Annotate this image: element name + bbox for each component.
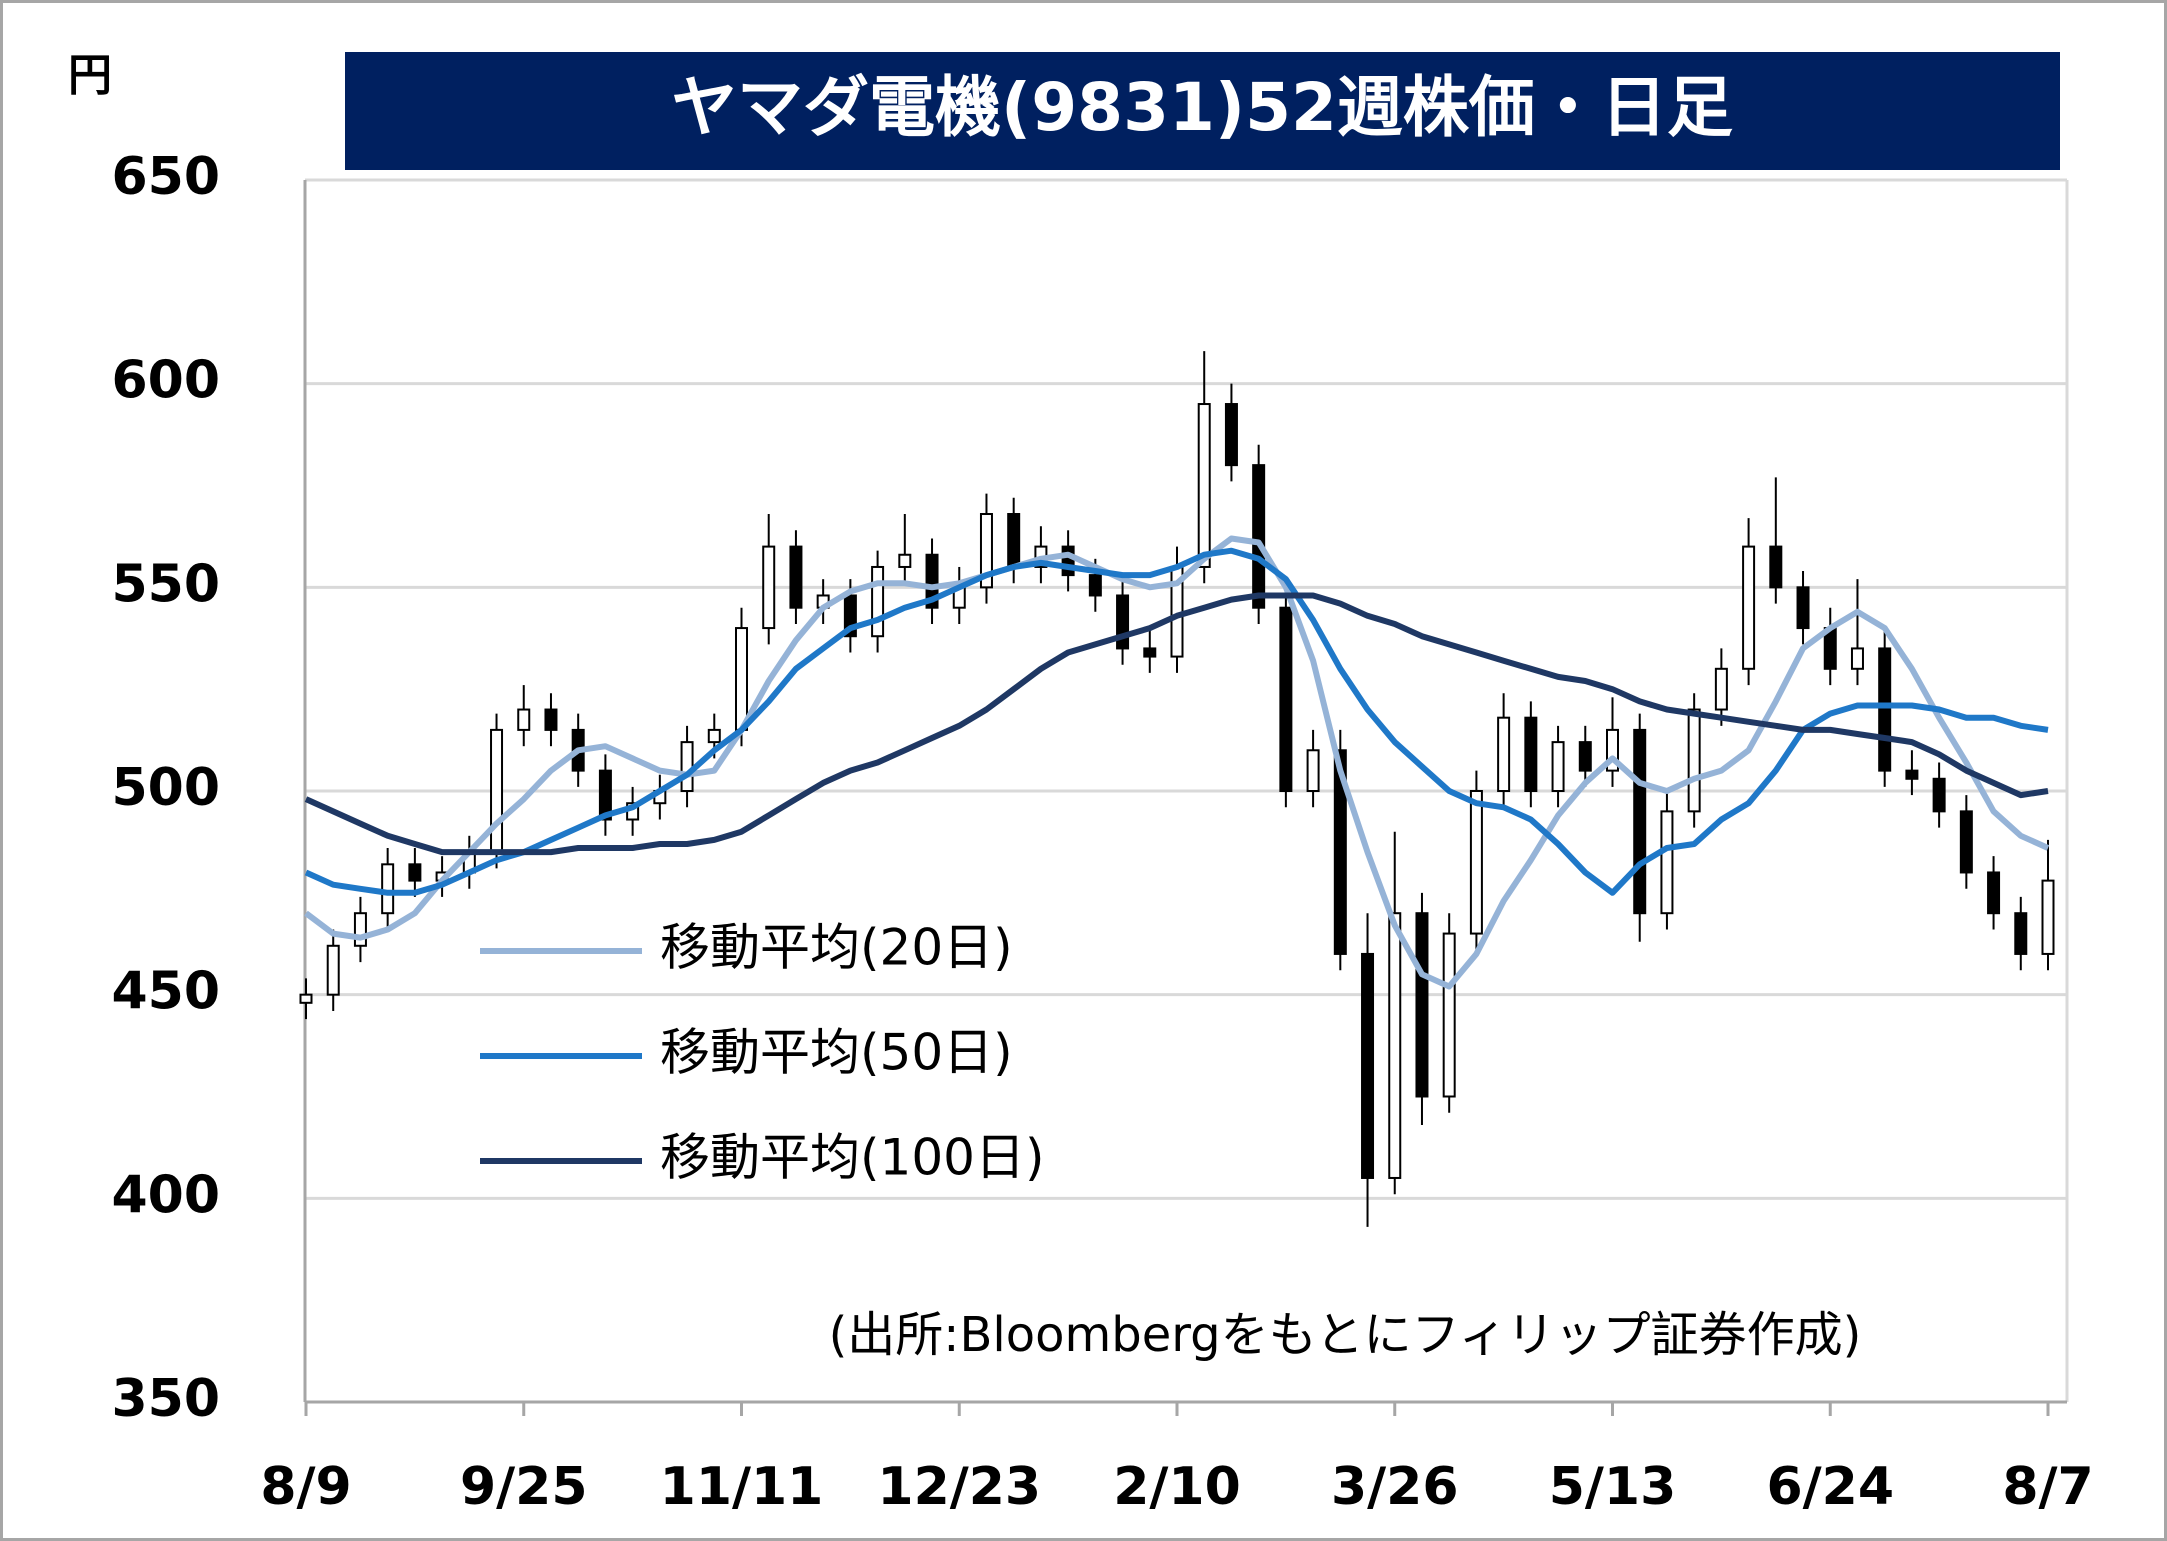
candle-body [490,728,504,854]
legend-label: 移動平均(100日) [660,1129,1044,1187]
candle-body [979,513,993,589]
candle-body [353,912,367,947]
candle-body [735,627,748,731]
candle-body [1116,594,1130,650]
legend-label: 移動平均(50日) [660,1024,1013,1082]
candle-body [1088,574,1102,597]
candle-body [408,863,422,882]
candle-body [2014,912,2028,955]
candle-body [1252,464,1266,609]
x-tick-label: 12/23 [877,1457,1041,1517]
y-tick-label: 350 [111,1369,220,1429]
candle-body [2041,879,2055,955]
candle-body [1769,545,1783,589]
grid [305,178,2067,1404]
candle-body [544,708,558,731]
x-tick-label: 3/26 [1331,1457,1459,1517]
chart-title: ヤマダ電機(9831)52週株価・日足 [671,69,1733,146]
candle-body [299,993,313,1004]
candle-body [1742,545,1756,670]
candle-body [1279,606,1293,793]
moving-average-line [304,547,2049,896]
candle-body [1469,790,1483,935]
y-tick-label: 450 [111,962,220,1022]
candle-body [707,728,721,744]
candle-body [1987,871,2001,915]
y-tick-label: 600 [111,351,220,411]
y-unit: 円 [68,50,112,101]
candle-body [1306,749,1320,792]
candle-body [898,553,912,568]
candle-body [1796,586,1810,630]
candle-body [680,741,694,792]
candle-body [1361,952,1375,1179]
x-tick-label: 6/24 [1766,1457,1894,1517]
candle-body [1578,741,1592,772]
candle-body [1415,912,1429,1098]
x-tick-label: 11/11 [660,1457,824,1517]
candle-body [1551,741,1565,792]
candle-body [1606,728,1619,772]
candle-body [1224,403,1238,467]
candle-body [381,863,395,915]
candle-body [517,708,531,731]
candle-body [1850,647,1864,670]
candle-body [843,594,857,638]
candle-body [871,565,885,638]
candle-body [1959,810,1973,874]
x-tick-label: 9/25 [460,1457,588,1517]
y-tick-label: 550 [111,554,220,614]
moving-average-line [304,535,2050,990]
candle-body [1007,513,1021,568]
candle-body [598,769,612,821]
moving-averages [304,535,2050,990]
candle-body [1905,769,1919,780]
candle-body [326,944,340,996]
candle-body [1497,716,1511,792]
candle-body [1932,777,1946,813]
candle-body [1197,403,1211,568]
y-tick-label: 650 [111,147,220,207]
candle-body [1061,545,1075,577]
x-tick-label: 2/10 [1113,1457,1241,1517]
candle-body [1143,647,1157,658]
candle-body [1660,810,1674,915]
candle-body [1878,647,1892,772]
candle-body [1633,728,1647,915]
source-note: (出所:Bloombergをもとにフィリップ証券作成) [829,1307,1862,1363]
candle-body [762,545,776,630]
moving-average-line [304,592,2049,856]
candle-body [1333,749,1347,955]
candle-body [925,553,939,609]
x-tick-label: 8/9 [260,1457,351,1517]
candle-body [789,545,803,609]
candle-body [1442,932,1456,1098]
x-tick-label: 8/7 [2002,1457,2093,1517]
title-box [345,52,2060,170]
y-tick-label: 400 [111,1165,220,1225]
legend-label: 移動平均(20日) [660,919,1013,977]
x-tick-label: 5/13 [1549,1457,1677,1517]
y-tick-label: 500 [111,758,220,818]
candle-body [1524,716,1538,792]
candle-body [1687,708,1701,813]
candle-body [1388,912,1402,1179]
candle-body [1714,667,1728,711]
